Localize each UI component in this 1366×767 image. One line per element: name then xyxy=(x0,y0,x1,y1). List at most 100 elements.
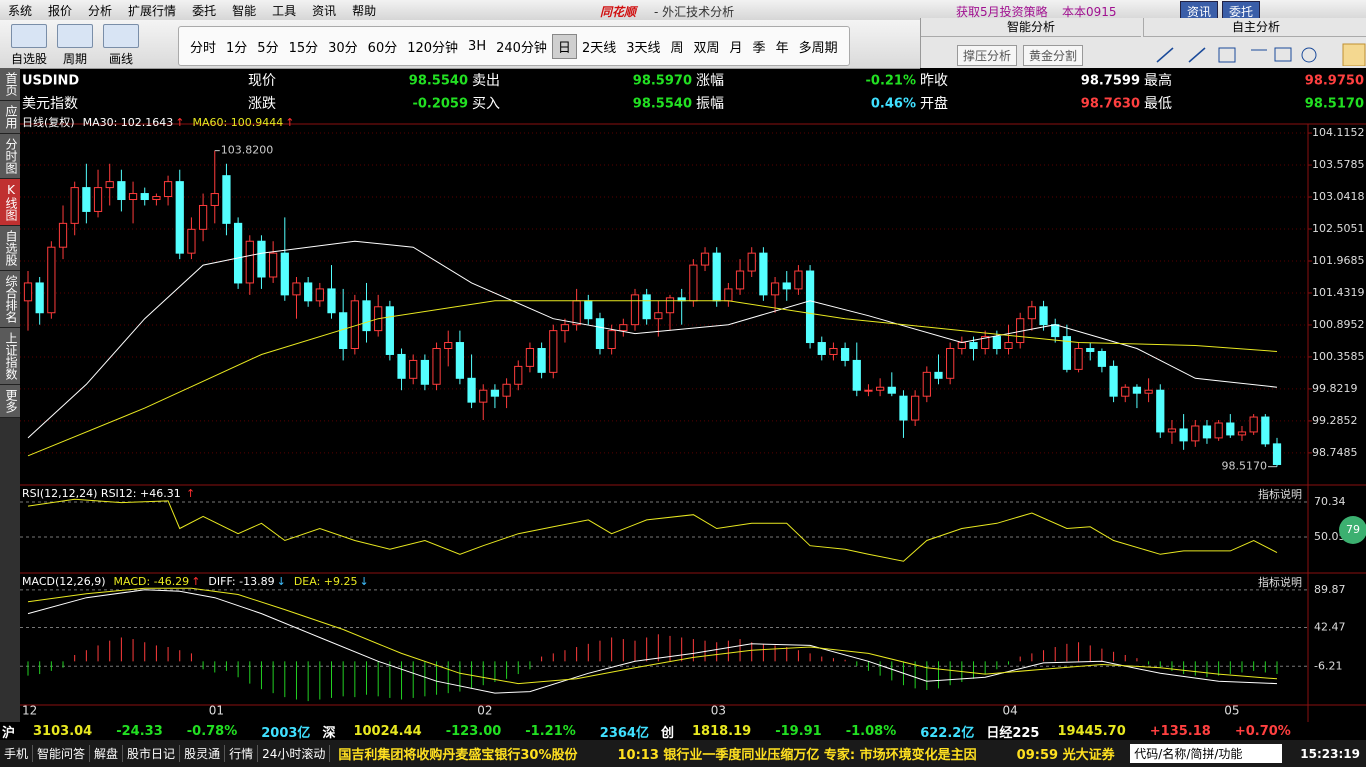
quote-value: 98.5540 xyxy=(409,74,468,89)
candle-body xyxy=(1086,348,1095,352)
tool-circle[interactable] xyxy=(1301,47,1317,63)
candle-body xyxy=(163,181,173,198)
quote-label: 现价 xyxy=(248,73,276,89)
period-button[interactable]: 多周期 xyxy=(798,40,838,56)
candle-body xyxy=(455,342,465,379)
status-button[interactable]: 股灵通 xyxy=(180,745,226,762)
status-button[interactable]: 行情 xyxy=(225,745,259,762)
period-button[interactable]: 季 xyxy=(752,40,766,56)
status-button[interactable]: 解盘 xyxy=(90,745,124,762)
tool-button[interactable]: 画线 xyxy=(98,24,144,67)
candle-body xyxy=(128,193,138,201)
menu-item[interactable]: 智能 xyxy=(232,3,257,18)
tool-pointer[interactable] xyxy=(1342,43,1366,66)
tool-icon xyxy=(57,24,93,48)
menu-item[interactable]: 报价 xyxy=(48,3,73,18)
period-button[interactable]: 240分钟 xyxy=(496,40,547,56)
tool-line[interactable] xyxy=(1156,47,1174,63)
float-badge[interactable] xyxy=(1339,516,1366,544)
sidebar-tab[interactable]: 应用 xyxy=(0,101,20,134)
menu-item[interactable]: 帮助 xyxy=(352,3,377,18)
sidebar-tab[interactable]: 首页 xyxy=(0,68,20,101)
tool-button[interactable]: 自选股 xyxy=(6,24,52,67)
smart-button[interactable]: 撑压分析 xyxy=(957,45,1018,66)
y-tick-label: 100.8952 xyxy=(1312,318,1365,331)
period-button[interactable]: 60分 xyxy=(367,40,398,56)
indicator-arrow: ↓ xyxy=(359,575,368,588)
news-item[interactable]: 09:59 光大证券 xyxy=(1016,748,1115,763)
period-button[interactable]: 周 xyxy=(670,40,684,56)
high-label: 103.8200 xyxy=(221,144,274,157)
menu-item[interactable]: 分析 xyxy=(88,3,113,18)
period-button[interactable]: 1分 xyxy=(226,40,248,56)
tool-rect[interactable] xyxy=(1274,47,1292,62)
period-button[interactable]: 30分 xyxy=(328,40,358,56)
clock: 15:23:19 xyxy=(1300,746,1360,761)
smart-button[interactable]: 黄金分割 xyxy=(1023,45,1084,66)
candle-body xyxy=(549,330,558,373)
candle-body xyxy=(233,222,243,284)
period-button[interactable]: 分时 xyxy=(190,40,217,56)
candle-body xyxy=(1237,431,1247,436)
smart-buttons: 撑压分析 黄金分割 xyxy=(957,45,1084,66)
candle-body xyxy=(1261,416,1270,445)
menu-item[interactable]: 系统 xyxy=(8,3,33,18)
top-button[interactable]: 委托 xyxy=(1222,1,1261,22)
candle-body xyxy=(1074,348,1083,370)
status-button[interactable]: 智能问答 xyxy=(33,745,91,762)
candle-body xyxy=(269,252,278,278)
menu-item[interactable]: 工具 xyxy=(272,3,297,18)
sidebar-tab[interactable]: 综合排名 xyxy=(0,271,20,328)
menu-bar: 系统 报价 分析 扩展行情 委托 智能 工具 资讯 帮助 xyxy=(0,0,1366,20)
menu-item[interactable]: 扩展行情 xyxy=(128,3,177,18)
candle-body xyxy=(759,252,768,296)
sidebar-tab[interactable]: 更多 xyxy=(0,385,20,418)
candle-body xyxy=(829,348,838,355)
period-button[interactable]: 3天线 xyxy=(626,40,661,56)
y-tick-label: 102.5051 xyxy=(1312,222,1365,235)
period-button[interactable]: 5分 xyxy=(257,40,279,56)
sidebar-tab[interactable]: 自选股 xyxy=(0,226,20,271)
y-tick-label: 103.0418 xyxy=(1312,190,1365,203)
search-box[interactable]: 代码/名称/简拼/功能 xyxy=(1130,744,1283,763)
candle-body xyxy=(794,270,803,290)
period-button[interactable]: 年 xyxy=(775,40,789,56)
period-button[interactable]: 日 xyxy=(551,33,577,59)
menu-item[interactable]: 委托 xyxy=(192,3,217,18)
candle-body xyxy=(1004,342,1013,350)
y-tick-label: 70.34 xyxy=(1314,495,1346,508)
sidebar-tab[interactable]: 分时图 xyxy=(0,134,20,179)
app-title: - 外汇技术分析 xyxy=(654,5,735,19)
top-button[interactable]: 资讯 xyxy=(1180,1,1219,22)
period-button[interactable]: 双周 xyxy=(693,40,720,56)
brand: 同花顺 xyxy=(600,5,637,19)
y-tick-label: -6.21 xyxy=(1314,659,1342,672)
candle-body xyxy=(1062,336,1072,370)
period-button[interactable]: 15分 xyxy=(288,40,319,56)
menu-item[interactable]: 资讯 xyxy=(312,3,337,18)
quote-label: 买入 xyxy=(472,96,500,112)
smart-title: 智能分析 xyxy=(921,18,1141,37)
news-item[interactable]: 国吉利集团将收购丹麦盛宝银行30%股份 xyxy=(338,748,578,763)
sidebar-tab[interactable]: 上证指数 xyxy=(0,328,20,385)
status-button[interactable]: 手机 xyxy=(0,745,34,762)
period-button[interactable]: 120分钟 xyxy=(407,40,459,56)
status-button[interactable]: 24小时滚动 xyxy=(258,745,331,762)
candle-body xyxy=(1167,428,1177,433)
period-button[interactable]: 2天线 xyxy=(581,40,617,56)
indicator-line xyxy=(27,498,1278,562)
candle-body xyxy=(397,353,406,379)
tool-channel[interactable] xyxy=(1218,47,1236,63)
y-tick-label: 101.9685 xyxy=(1312,254,1365,267)
period-button[interactable]: 月 xyxy=(729,40,743,56)
status-button[interactable]: 股市日记 xyxy=(123,745,181,762)
period-button[interactable]: 3H xyxy=(468,38,487,54)
tool-label: 画线 xyxy=(108,52,133,66)
sidebar-tab[interactable]: K线图 xyxy=(0,179,20,226)
tool-button[interactable]: 周期 xyxy=(52,24,98,67)
candle-body xyxy=(140,193,149,201)
news-item[interactable]: 10:13 银行业一季度同业压缩万亿 专家: 市场环境变化是主因 xyxy=(617,748,977,763)
tool-ray[interactable] xyxy=(1188,47,1206,63)
promo-link[interactable]: 获取5月投资策略 xyxy=(956,5,1048,19)
candle-body xyxy=(420,359,429,385)
